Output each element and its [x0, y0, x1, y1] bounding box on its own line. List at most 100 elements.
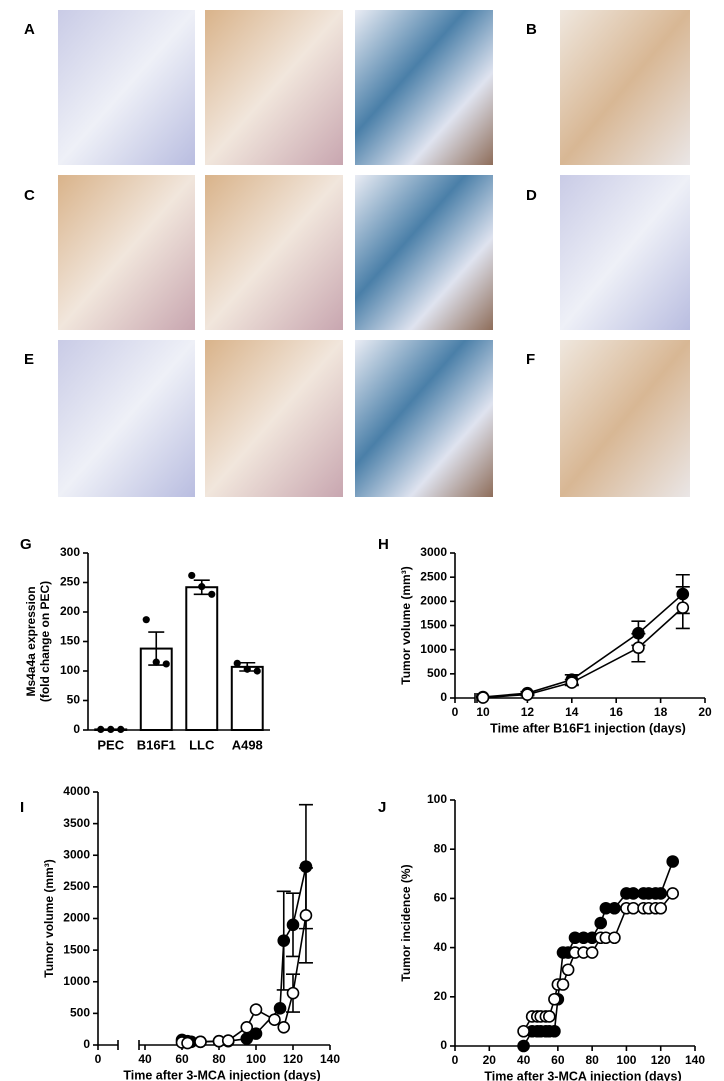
data-point — [655, 888, 666, 899]
data-point — [633, 642, 644, 653]
data-point — [163, 660, 170, 667]
data-point — [518, 1041, 529, 1052]
data-point — [518, 1026, 529, 1037]
micrograph — [58, 10, 195, 165]
series-line — [483, 594, 683, 697]
micrograph — [560, 340, 690, 497]
data-point — [244, 666, 251, 673]
micrograph — [560, 10, 690, 165]
y-tick-label: 100 — [60, 663, 80, 677]
data-point — [522, 689, 533, 700]
x-axis-label: Time after B16F1 injection (days) — [490, 721, 686, 735]
x-tick-label: 100 — [246, 1052, 266, 1066]
data-point — [667, 888, 678, 899]
data-point — [107, 726, 114, 733]
data-point — [655, 903, 666, 914]
x-tick-label: 12 — [521, 705, 535, 719]
panel-label: D — [526, 187, 537, 204]
data-point — [208, 591, 215, 598]
x-tick-label: 0 — [95, 1052, 102, 1066]
y-tick-label: 40 — [434, 940, 448, 954]
data-point — [269, 1014, 280, 1025]
y-tick-label: 1000 — [63, 974, 90, 988]
micrograph — [355, 175, 493, 330]
y-tick-label: 3000 — [420, 545, 447, 559]
y-tick-label: 20 — [434, 989, 448, 1003]
data-point — [288, 919, 299, 930]
data-point — [566, 677, 577, 688]
data-point — [153, 659, 160, 666]
data-point — [628, 903, 639, 914]
panel-label: J — [378, 799, 386, 816]
data-point — [609, 903, 620, 914]
y-tick-label: 1500 — [63, 942, 90, 956]
micrograph — [560, 175, 690, 330]
data-point — [478, 692, 489, 703]
panel-label: A — [24, 21, 35, 38]
y-tick-label: 1000 — [420, 642, 447, 656]
data-point — [275, 1003, 286, 1014]
data-point — [549, 1026, 560, 1037]
panel-label: F — [526, 351, 535, 368]
y-tick-label: 2000 — [63, 911, 90, 925]
figure: A B C D E F G050100150200250300Ms4a4a ex… — [0, 0, 724, 1081]
x-tick-label: 140 — [685, 1053, 705, 1067]
y-tick-label: 4000 — [63, 784, 90, 798]
panel-label: H — [378, 536, 389, 553]
data-point — [241, 1022, 252, 1033]
x-axis-label: Time after 3-MCA injection (days) — [484, 1069, 681, 1081]
data-point — [254, 667, 261, 674]
panel-label: E — [24, 351, 34, 368]
data-point — [595, 918, 606, 929]
y-tick-label: 100 — [427, 792, 447, 806]
y-tick-label: 250 — [60, 575, 80, 589]
data-point — [558, 979, 569, 990]
data-point — [223, 1035, 234, 1046]
data-point — [188, 572, 195, 579]
data-point — [587, 947, 598, 958]
data-point — [549, 994, 560, 1005]
y-tick-label: 50 — [67, 693, 81, 707]
x-tick-label: 140 — [320, 1052, 340, 1066]
micrograph — [205, 175, 343, 330]
data-point — [288, 988, 299, 999]
y-tick-label: 2000 — [420, 594, 447, 608]
micrograph — [58, 340, 195, 497]
data-point — [563, 964, 574, 975]
x-tick-label: 120 — [651, 1053, 671, 1067]
data-point — [667, 856, 678, 867]
panel-label: B — [526, 21, 537, 38]
bar — [232, 667, 263, 730]
x-tick-label: B16F1 — [137, 737, 176, 752]
x-tick-label: 60 — [551, 1053, 565, 1067]
data-point — [198, 583, 205, 590]
data-point — [143, 616, 150, 623]
y-tick-label: 2500 — [420, 569, 447, 583]
x-tick-label: 40 — [517, 1053, 531, 1067]
data-point — [677, 602, 688, 613]
y-tick-label: 500 — [70, 1006, 90, 1020]
micrograph — [205, 340, 343, 497]
y-axis-label: Tumor incidence (%) — [399, 864, 413, 981]
data-point — [609, 932, 620, 943]
y-tick-label: 0 — [83, 1037, 90, 1051]
y-tick-label: 60 — [434, 891, 448, 905]
x-tick-label: PEC — [97, 737, 124, 752]
micrograph — [205, 10, 343, 165]
y-tick-label: 3500 — [63, 816, 90, 830]
x-tick-label: 14 — [565, 705, 579, 719]
data-point — [182, 1038, 193, 1049]
micrograph — [355, 10, 493, 165]
bar — [186, 587, 217, 730]
y-axis-label: Tumor volume (mm³) — [42, 859, 56, 977]
data-point — [251, 1004, 262, 1015]
x-tick-label: 20 — [698, 705, 712, 719]
data-point — [278, 1022, 289, 1033]
data-point — [195, 1036, 206, 1047]
x-tick-label: 0 — [452, 705, 459, 719]
y-tick-label: 300 — [60, 545, 80, 559]
micrograph — [355, 340, 493, 497]
panel-label: C — [24, 187, 35, 204]
x-tick-label: LLC — [189, 737, 215, 752]
y-axis-label: Tumor volume (mm³) — [399, 566, 413, 684]
